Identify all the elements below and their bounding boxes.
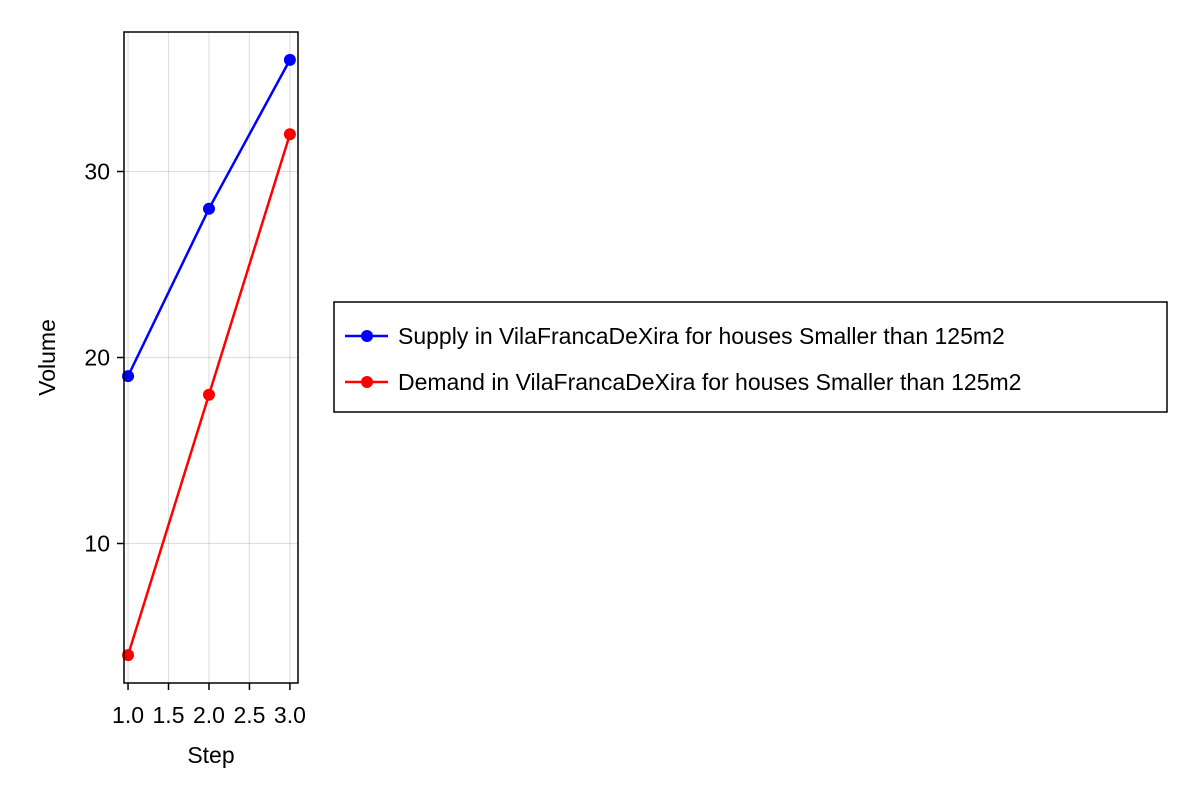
y-tick-label: 10 <box>84 531 110 557</box>
legend-marker-demand <box>361 376 373 388</box>
grid-lines <box>124 32 298 683</box>
legend-label-supply: Supply in VilaFrancaDeXira for houses Sm… <box>398 323 1005 349</box>
x-tick-label: 2.5 <box>233 702 265 728</box>
series-supply <box>122 53 296 383</box>
y-tick-label: 20 <box>84 345 110 371</box>
data-point <box>283 128 296 141</box>
x-tick-label: 2.0 <box>193 702 225 728</box>
series-demand <box>122 128 296 662</box>
y-axis-label: Volume <box>34 319 60 396</box>
axis-ticks: 1.0 1.5 2.0 2.5 3.0 10 20 30 <box>84 159 305 729</box>
legend: Supply in VilaFrancaDeXira for houses Sm… <box>333 301 1168 413</box>
x-tick-label: 1.5 <box>153 702 185 728</box>
x-tick-label: 3.0 <box>274 702 306 728</box>
data-point <box>283 53 296 66</box>
data-point <box>122 649 135 662</box>
x-tick-label: 1.0 <box>112 702 144 728</box>
data-point <box>202 202 215 215</box>
legend-marker-supply <box>361 330 373 342</box>
y-tick-label: 30 <box>84 159 110 185</box>
series-layer <box>122 53 296 662</box>
x-axis-label: Step <box>187 742 234 768</box>
legend-entry-demand: Demand in VilaFrancaDeXira for houses Sm… <box>345 369 1021 395</box>
data-point <box>202 388 215 401</box>
legend-label-demand: Demand in VilaFrancaDeXira for houses Sm… <box>398 369 1021 395</box>
legend-entry-supply: Supply in VilaFrancaDeXira for houses Sm… <box>345 323 1005 349</box>
legend-box <box>333 301 1168 413</box>
data-point <box>122 370 135 383</box>
